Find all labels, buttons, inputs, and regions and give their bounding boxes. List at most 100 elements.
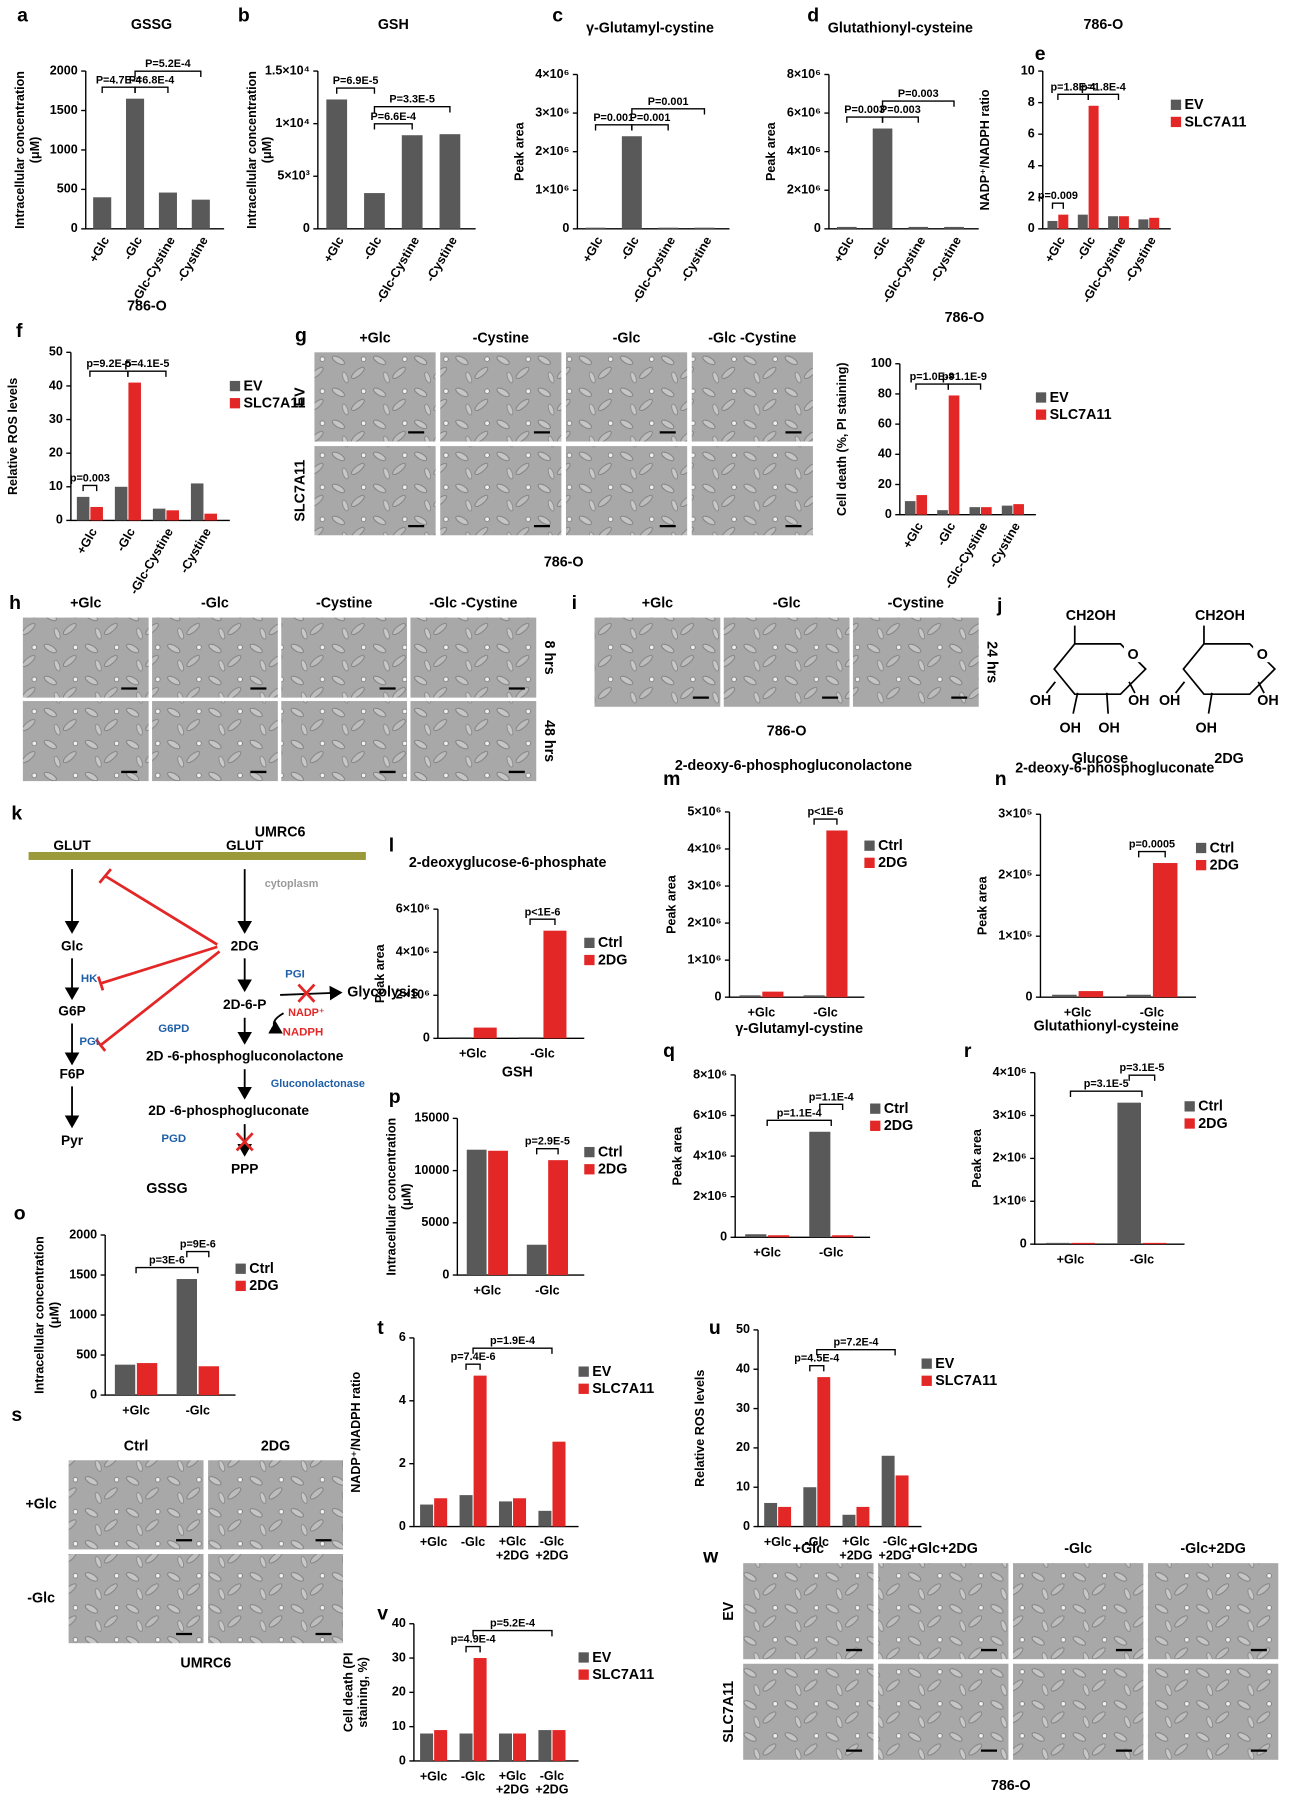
y-tick-label: 0 — [56, 513, 63, 527]
panel-letter: b — [238, 4, 250, 26]
chart-title: GSSG — [146, 1181, 187, 1197]
significance-label: P=0.001 — [593, 112, 634, 124]
chart-title: 786-O — [127, 298, 167, 314]
bar — [904, 501, 916, 515]
significance-bracket — [465, 1363, 481, 1370]
bar — [513, 1733, 527, 1761]
legend-label: 2DG — [1210, 857, 1239, 873]
legend-label: SLC7A11 — [1050, 407, 1112, 423]
y-tick-label: 500 — [76, 1347, 97, 1361]
legend-label: Ctrl — [878, 838, 903, 854]
x-tick-label: -Glc +2DG — [535, 1535, 568, 1563]
bar — [739, 995, 761, 998]
bar — [764, 1502, 778, 1527]
pathway-label: UMRC6 — [255, 824, 306, 840]
bar — [1138, 219, 1149, 229]
significance-label: p=2.9E-5 — [525, 1136, 570, 1148]
y-tick-label: 4×10⁶ — [787, 144, 821, 158]
significance-label: p<1E-6 — [525, 906, 561, 918]
significance-bracket — [631, 124, 669, 131]
significance-bracket — [1069, 1090, 1143, 1097]
x-tick-label: -Cystine — [423, 234, 460, 284]
y-axis-label: Peak area — [513, 121, 527, 181]
legend-label: Ctrl — [249, 1261, 274, 1277]
bar — [166, 510, 179, 521]
legend-swatch — [578, 1366, 589, 1377]
axis-line — [70, 352, 230, 522]
significance-bracket — [101, 86, 136, 93]
y-tick-label: 40 — [878, 447, 892, 461]
y-tick-label: 50 — [736, 1322, 750, 1336]
legend-swatch — [578, 1652, 589, 1663]
column-label: -Glc+2DG — [1180, 1541, 1245, 1557]
x-tick-label: -Glc — [1130, 1252, 1154, 1266]
bar — [916, 495, 928, 515]
y-tick-label: 4×10⁶ — [396, 945, 430, 959]
significance-bracket — [631, 108, 706, 115]
bar — [552, 1441, 566, 1527]
pathway-label: Glc — [61, 939, 83, 954]
bar — [908, 226, 929, 229]
x-tick-label: -Glc — [618, 234, 642, 262]
panel-letter: l — [389, 834, 394, 856]
panel-letter: f — [16, 320, 23, 342]
micrograph — [22, 617, 149, 698]
micrograph — [743, 1663, 874, 1760]
pathway-label: GLUT — [226, 838, 264, 853]
caption: UMRC6 — [180, 1656, 231, 1672]
pathway-label: NADPH — [283, 1027, 324, 1039]
bar — [176, 1279, 197, 1396]
x-tick-label: +Glc +2DG — [496, 1535, 529, 1563]
bar — [1088, 105, 1099, 229]
x-tick-label: +Glc +2DG — [839, 1535, 872, 1563]
bar — [498, 1501, 512, 1527]
legend-swatch — [870, 1103, 881, 1114]
atom-label: OH — [1059, 720, 1080, 736]
significance-label: p=9E-6 — [180, 1239, 216, 1251]
x-tick-label: +Glc — [831, 234, 857, 265]
x-tick-label: -Glc — [530, 1047, 554, 1061]
bar — [136, 1363, 158, 1396]
column-label: -Glc — [613, 330, 641, 346]
significance-label: p=5.2E-4 — [490, 1618, 535, 1630]
y-tick-label: 40 — [736, 1362, 750, 1376]
bar — [114, 486, 128, 521]
chart-title: GSH — [378, 17, 409, 33]
panel-letter: d — [807, 4, 819, 26]
pathway-label: G6PD — [158, 1023, 189, 1035]
y-tick-label: 0 — [1028, 221, 1035, 235]
legend-label: SLC7A11 — [1185, 114, 1247, 130]
pathway-label: F6P — [59, 1067, 84, 1082]
significance-label: p=1.1E-4 — [777, 1107, 822, 1119]
x-tick-label: +Glc — [753, 1246, 781, 1260]
legend-swatch — [1035, 409, 1047, 420]
bar — [498, 1733, 512, 1761]
bar — [1058, 214, 1069, 229]
chart-title: γ-Glutamyl-cystine — [735, 1021, 863, 1037]
bar — [326, 99, 348, 229]
x-tick-label: +Glc — [74, 526, 100, 557]
y-tick-label: 1500 — [50, 103, 78, 117]
bar — [473, 1375, 487, 1527]
bar — [114, 1364, 136, 1396]
y-axis-label: Peak area — [665, 874, 679, 934]
x-tick-label: -Glc — [1140, 1006, 1164, 1020]
x-tick-label: -Glc — [805, 1535, 829, 1549]
structure-name: 2DG — [1214, 751, 1243, 767]
legend-swatch — [921, 1358, 932, 1369]
micrograph — [878, 1663, 1009, 1760]
bar — [543, 930, 567, 1039]
bar — [93, 197, 112, 229]
legend-swatch — [1195, 859, 1207, 871]
y-tick-label: 0 — [562, 221, 569, 235]
y-tick-label: 10 — [392, 1719, 406, 1733]
x-tick-label: -Glc — [813, 1006, 837, 1020]
bar — [948, 395, 960, 515]
y-tick-label: 0 — [303, 221, 310, 235]
chart-title: 786-O — [1083, 17, 1123, 33]
row-label: 48 hrs — [541, 720, 557, 762]
bar — [1045, 1242, 1070, 1245]
atom-label: OH — [1098, 720, 1119, 736]
panel-letter: v — [377, 1603, 388, 1625]
x-tick-label: +Glc — [86, 234, 112, 265]
